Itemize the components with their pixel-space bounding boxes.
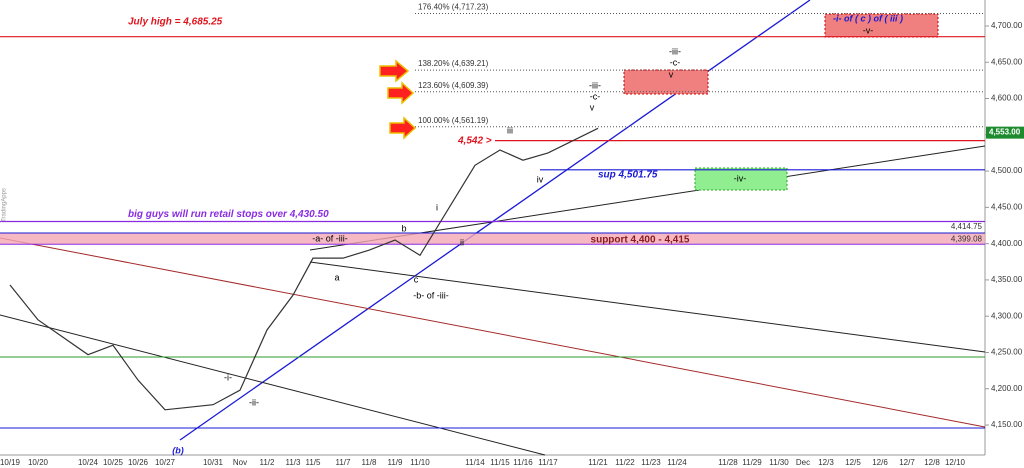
annotation: v xyxy=(590,102,595,112)
annotation: -c- xyxy=(670,57,681,67)
x-tick-label: 11/16 xyxy=(513,458,533,467)
x-tick-label: 12/7 xyxy=(899,458,915,467)
annotation: -a- of -iii- xyxy=(312,233,348,243)
price-line-series xyxy=(9,127,599,411)
y-tick-label: 4,450.00 xyxy=(991,202,1023,211)
last-price-box xyxy=(986,126,1024,139)
x-tick-label: 11/2 xyxy=(260,458,276,467)
x-tick-label: 10/19 xyxy=(0,458,21,467)
y-tick-label: 4,250.00 xyxy=(991,348,1023,357)
x-tick-label: 12/10 xyxy=(945,458,966,467)
annotation: -iv- xyxy=(734,173,747,183)
y-tick-label: 4,150.00 xyxy=(991,420,1023,429)
annotation: TradingApps xyxy=(2,188,8,222)
annotation: i xyxy=(436,202,438,212)
fib-label: 138.20% (4,639.21) xyxy=(418,59,489,68)
y-tick-label: 4,350.00 xyxy=(991,275,1023,284)
x-tick-label: Dec xyxy=(796,458,810,467)
y-tick-label: 4,200.00 xyxy=(991,384,1023,393)
zones xyxy=(623,13,939,191)
price-line-label: July high = 4,685.25 xyxy=(128,16,223,27)
arrow xyxy=(389,116,417,140)
x-tick-label: 11/7 xyxy=(336,458,352,467)
y-tick-label: 4,600.00 xyxy=(991,94,1023,103)
annotation: -v- xyxy=(863,25,874,35)
y-tick-label: 4,700.00 xyxy=(991,21,1023,30)
annotation: a xyxy=(334,272,339,282)
y-tick-label: 4,500.00 xyxy=(991,166,1023,175)
price-line-label: big guys will run retail stops over 4,43… xyxy=(128,209,329,220)
arrow xyxy=(379,59,410,83)
x-tick-label: 11/23 xyxy=(641,458,661,467)
x-tick-label: 12/3 xyxy=(818,458,834,467)
level-label: 4,399.08 xyxy=(951,234,983,243)
annotation: c xyxy=(414,274,419,284)
annotation: -iii- xyxy=(589,80,601,90)
x-tick-label: 11/29 xyxy=(742,458,762,467)
x-tick-label: 10/31 xyxy=(203,458,224,467)
fib-label: 176.40% (4,717.23) xyxy=(418,3,489,12)
level-label: 4,414.75 xyxy=(951,222,983,231)
trend-line xyxy=(309,261,986,353)
annotation: -i- of ( c ) of ( iii ) xyxy=(833,13,903,23)
x-tick-label: 12/5 xyxy=(845,458,861,467)
x-tick-label: 11/8 xyxy=(362,458,378,467)
arrow xyxy=(387,81,415,105)
trend-line xyxy=(0,314,546,456)
annotation: (b) xyxy=(172,445,184,455)
y-tick-label: 4,400.00 xyxy=(991,239,1023,248)
band-label: support 4,400 - 4,415 xyxy=(591,234,690,245)
fib-label: 123.60% (4,609.39) xyxy=(418,81,489,90)
x-tick-label: 11/24 xyxy=(667,458,687,467)
annotation: iv xyxy=(537,174,544,184)
annotation: iii xyxy=(507,125,513,135)
support-box xyxy=(694,167,788,191)
x-tick-label: 11/22 xyxy=(615,458,635,467)
x-tick-label: 10/25 xyxy=(103,458,124,467)
x-tick-label: 11/30 xyxy=(769,458,789,467)
target-box xyxy=(623,69,709,95)
x-tick-label: 10/26 xyxy=(128,458,149,467)
x-tick-label: 11/17 xyxy=(538,458,558,467)
x-tick-label: 11/15 xyxy=(490,458,510,467)
price-line-label: 4,542 > xyxy=(457,135,492,146)
trend-line xyxy=(0,237,986,428)
y-tick-label: 4,300.00 xyxy=(991,311,1023,320)
support-band xyxy=(0,232,985,245)
x-tick-label: 11/5 xyxy=(306,458,322,467)
annotation: b xyxy=(401,223,406,233)
x-tick-label: 11/14 xyxy=(465,458,485,467)
price-line-label: sup 4,501.75 xyxy=(598,169,658,180)
y-tick-label: 4,650.00 xyxy=(991,57,1023,66)
x-tick-label: 11/28 xyxy=(718,458,738,467)
x-tick-label: 12/8 xyxy=(924,458,940,467)
x-tick-label: 11/10 xyxy=(410,458,430,467)
x-tick-label: 10/27 xyxy=(155,458,176,467)
annotation: ii xyxy=(460,237,464,247)
fib-label: 100.00% (4,561.19) xyxy=(418,116,489,125)
annotation: v xyxy=(669,69,674,79)
x-tick-label: 11/21 xyxy=(588,458,608,467)
annotation: -iii- xyxy=(669,46,681,56)
x-tick-label: Nov xyxy=(233,458,247,467)
annotation: -c- xyxy=(590,91,601,101)
x-tick-label: 11/9 xyxy=(388,458,404,467)
annotation: -b- of -iii- xyxy=(413,290,449,300)
x-tick-label: 12/6 xyxy=(872,458,888,467)
annotation: -i- xyxy=(224,372,232,382)
x-tick-label: 11/3 xyxy=(286,458,302,467)
x-tick-label: 10/24 xyxy=(78,458,99,467)
x-tick-label: 10/20 xyxy=(28,458,49,467)
annotation: -ii- xyxy=(249,397,259,407)
last-price-label: 4,553.00 xyxy=(989,128,1021,137)
arrows xyxy=(379,59,417,140)
